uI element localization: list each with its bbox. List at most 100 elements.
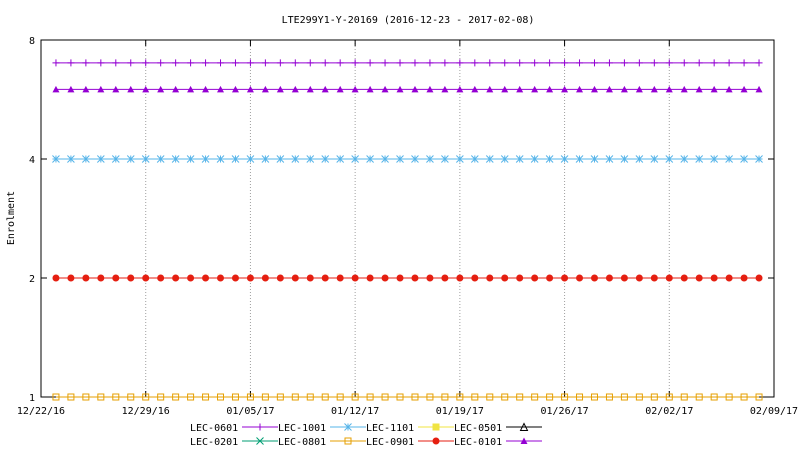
point-marker [67, 155, 75, 163]
point-marker [710, 59, 718, 67]
point-marker [381, 393, 389, 401]
point-marker [97, 59, 105, 67]
point-marker [97, 85, 105, 93]
plot-frame [40, 39, 775, 398]
point-marker [620, 59, 628, 67]
point-marker [157, 59, 165, 67]
point-marker [231, 274, 239, 282]
point-marker [141, 155, 150, 163]
x-tick-label: 01/26/17 [540, 406, 588, 417]
point-marker [142, 85, 150, 93]
point-marker [755, 155, 763, 163]
point-marker [740, 59, 748, 67]
point-marker [531, 274, 539, 282]
point-marker [531, 59, 539, 67]
point-marker [456, 59, 464, 67]
point-marker [680, 393, 688, 401]
point-marker [231, 393, 239, 401]
point-marker [246, 274, 254, 282]
legend-label: LEC-0801 [278, 437, 326, 448]
point-marker [246, 85, 254, 93]
point-marker [321, 274, 329, 282]
point-marker [127, 85, 135, 93]
point-marker [256, 437, 264, 445]
point-marker [52, 274, 60, 282]
point-marker [261, 85, 269, 93]
point-marker [231, 85, 239, 93]
grid [145, 40, 670, 397]
point-marker [546, 59, 554, 67]
point-marker [456, 274, 464, 282]
point-marker [426, 274, 434, 282]
point-marker [187, 85, 195, 93]
point-marker [112, 85, 120, 93]
point-marker [725, 393, 733, 401]
point-marker [351, 274, 359, 282]
point-marker [501, 393, 509, 401]
point-marker [381, 155, 389, 163]
point-marker [351, 155, 359, 163]
point-marker [605, 155, 614, 163]
point-marker [740, 155, 748, 163]
legend-label: LEC-1001 [278, 423, 326, 434]
point-marker [426, 59, 434, 67]
point-marker [291, 274, 299, 282]
point-marker [202, 85, 210, 93]
point-marker [366, 393, 374, 401]
point-marker [97, 274, 105, 282]
point-marker [441, 155, 449, 163]
point-marker [336, 274, 344, 282]
point-marker [650, 274, 658, 282]
point-marker [561, 274, 569, 282]
point-marker [96, 155, 105, 163]
legend-item: LEC-1001 [278, 423, 366, 434]
point-marker [755, 393, 763, 401]
point-marker [441, 85, 449, 93]
point-marker [351, 59, 359, 67]
point-marker [127, 274, 135, 282]
point-marker [635, 155, 644, 163]
point-marker [755, 59, 763, 67]
legend-label: LEC-0901 [366, 437, 414, 448]
point-marker [725, 274, 733, 282]
point-marker [396, 274, 404, 282]
point-marker [590, 59, 598, 67]
point-marker [52, 155, 60, 163]
point-marker [546, 85, 554, 93]
point-marker [755, 85, 763, 93]
point-marker [486, 85, 494, 93]
series-lec-0601 [52, 59, 763, 67]
point-marker [650, 85, 658, 93]
point-marker [246, 155, 255, 163]
series-lec-0901 [52, 274, 763, 282]
legend-item: LEC-0501 [454, 422, 542, 434]
x-tick-label: 02/02/17 [645, 406, 693, 417]
y-tick-label: 4 [29, 155, 35, 166]
point-marker [157, 393, 165, 401]
point-marker [520, 437, 528, 444]
x-tick-label: 02/09/17 [750, 406, 798, 417]
point-marker [82, 85, 90, 93]
series-layer [52, 59, 763, 401]
point-marker [216, 155, 225, 163]
point-marker [172, 59, 180, 67]
point-marker [456, 155, 464, 163]
legend-label: LEC-0201 [190, 437, 238, 448]
point-marker [261, 155, 270, 163]
point-marker [470, 155, 479, 163]
point-marker [127, 393, 135, 401]
point-marker [605, 85, 613, 93]
point-marker [710, 155, 719, 163]
point-marker [276, 85, 284, 93]
point-marker [366, 155, 374, 163]
point-marker [432, 437, 440, 445]
point-marker [576, 85, 584, 93]
point-marker [97, 393, 105, 401]
point-marker [546, 393, 554, 401]
point-marker [456, 393, 464, 401]
point-marker [112, 393, 120, 401]
point-marker [157, 274, 165, 282]
x-tick-label: 12/29/16 [122, 406, 170, 417]
point-marker [590, 155, 599, 163]
